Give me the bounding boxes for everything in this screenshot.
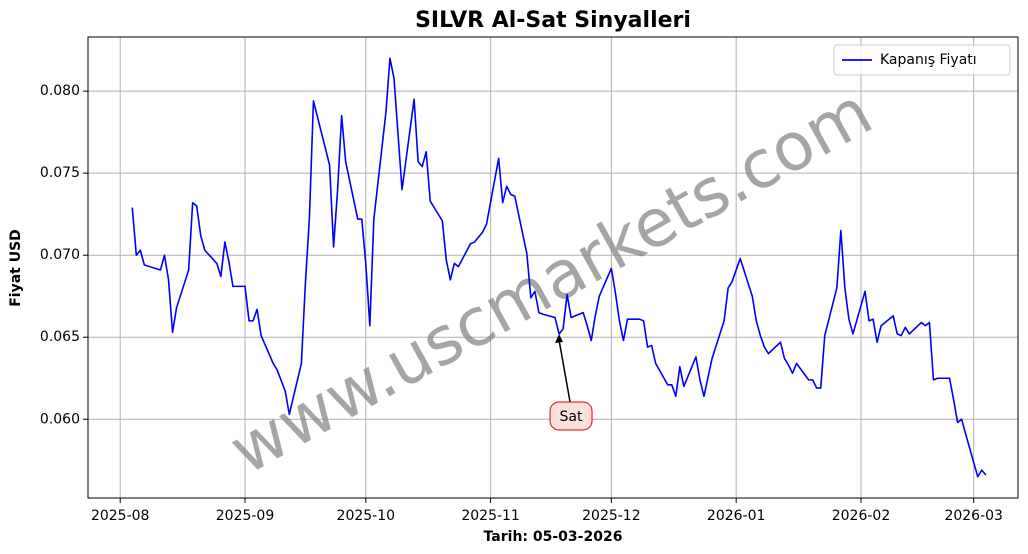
x-tick-label: 2025-11 (461, 508, 520, 524)
x-tick-label: 2025-09 (216, 508, 275, 524)
y-tick-label: 0.075 (40, 165, 80, 181)
y-tick-label: 0.080 (40, 83, 80, 99)
plot-frame (87, 36, 1019, 499)
y-tick-label: 0.065 (40, 329, 80, 345)
x-tick-label: 2025-12 (582, 508, 641, 524)
annotation-label: Sat (560, 409, 583, 425)
annotation-arrowhead (555, 333, 564, 343)
legend-box (833, 44, 1011, 76)
chart-title: SILVR Al-Sat Sinyalleri (415, 8, 691, 33)
price-line (131, 57, 987, 478)
x-axis-label: Tarih: 05-03-2026 (484, 529, 623, 545)
x-tick-label: 2025-08 (91, 508, 150, 524)
y-tick-label: 0.070 (40, 247, 80, 263)
x-tick-label: 2026-01 (707, 508, 766, 524)
legend-label: Kapanış Fiyatı (880, 52, 977, 68)
x-tick-label: 2025-10 (337, 508, 396, 524)
annotation-box (549, 401, 593, 431)
x-tick-label: 2026-03 (944, 508, 1003, 524)
y-tick-label: 0.060 (40, 411, 80, 427)
y-axis-label: Fiyat USD (8, 229, 24, 307)
annotation-arrow (558, 339, 571, 403)
x-tick-label: 2026-02 (832, 508, 891, 524)
